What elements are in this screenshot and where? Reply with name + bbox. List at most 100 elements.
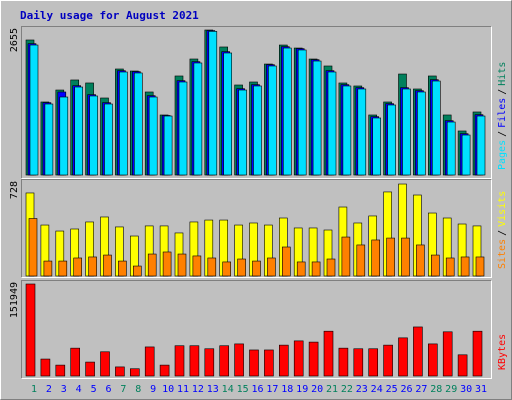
bar xyxy=(430,254,440,277)
bar xyxy=(193,62,203,176)
bar xyxy=(208,31,218,176)
bar xyxy=(401,237,410,277)
panel-frame xyxy=(21,280,492,379)
panel-frame xyxy=(21,280,492,379)
legend-entry: Pages xyxy=(497,140,508,170)
bar xyxy=(58,260,68,277)
bar xyxy=(281,246,291,277)
bar xyxy=(383,344,393,377)
x-tick-label: 13 xyxy=(207,384,219,395)
panel-frame xyxy=(21,179,492,278)
bar xyxy=(147,253,157,277)
bar xyxy=(357,88,367,176)
bar xyxy=(174,345,185,377)
bar xyxy=(460,256,470,277)
bar xyxy=(387,104,396,176)
bar xyxy=(70,347,80,377)
x-tick-label: 23 xyxy=(356,384,368,395)
x-tick-label: 10 xyxy=(162,384,174,395)
bar xyxy=(445,257,455,277)
x-tick-label: 14 xyxy=(222,384,234,395)
bar xyxy=(44,103,54,176)
bar xyxy=(326,258,336,277)
bar xyxy=(416,244,425,277)
x-tick-label: 6 xyxy=(105,384,111,395)
y-tick-label: 728 xyxy=(9,181,20,199)
bar xyxy=(192,255,202,277)
bar xyxy=(476,115,486,176)
bar xyxy=(104,103,113,176)
bar xyxy=(159,364,170,377)
bar xyxy=(297,49,307,176)
legend-entry: Files xyxy=(497,98,508,128)
bar xyxy=(427,343,438,377)
bar xyxy=(222,261,231,277)
bar xyxy=(119,71,128,176)
legend: KBytes xyxy=(497,334,508,370)
legend-separator: / xyxy=(497,230,508,236)
bar xyxy=(204,348,215,377)
bar xyxy=(74,86,83,176)
x-tick-label: 15 xyxy=(237,384,249,395)
bar xyxy=(252,260,261,277)
chart-title: Daily usage for August 2021 xyxy=(20,9,199,22)
x-tick-label: 24 xyxy=(371,384,383,395)
bar xyxy=(100,351,110,377)
bar xyxy=(278,344,289,377)
bar xyxy=(133,265,142,277)
bar xyxy=(103,254,112,277)
bar xyxy=(323,330,334,377)
legend-separator: / xyxy=(497,89,508,95)
x-tick-label: 30 xyxy=(460,384,472,395)
bar xyxy=(446,121,456,176)
bar xyxy=(327,71,337,176)
bar xyxy=(177,253,187,277)
bar xyxy=(89,95,98,176)
bar xyxy=(43,260,53,277)
bar xyxy=(55,364,66,377)
bar xyxy=(417,91,426,176)
bar xyxy=(472,330,483,377)
legend: Pages / Files / Hits xyxy=(497,62,508,170)
bar xyxy=(249,349,259,377)
bar xyxy=(59,96,69,176)
x-tick-label: 2 xyxy=(46,384,52,395)
x-tick-label: 29 xyxy=(445,384,457,395)
bar xyxy=(338,347,349,377)
bar xyxy=(293,340,304,377)
x-tick-label: 26 xyxy=(400,384,412,395)
x-tick-label: 22 xyxy=(341,384,353,395)
x-tick-label: 7 xyxy=(120,384,126,395)
bar xyxy=(148,96,158,176)
legend-entry: Sites xyxy=(497,239,508,269)
bar xyxy=(134,72,143,176)
bar xyxy=(341,236,351,277)
panel-frame xyxy=(21,179,492,278)
bar xyxy=(219,345,229,377)
bar xyxy=(223,52,232,176)
x-tick-label: 1 xyxy=(31,384,37,395)
bar xyxy=(461,134,471,176)
bar xyxy=(386,237,395,277)
bar xyxy=(144,346,155,377)
bar xyxy=(28,218,38,277)
y-tick-label: 2655 xyxy=(9,28,20,52)
bar xyxy=(189,345,200,377)
x-tick-label: 11 xyxy=(177,384,189,395)
bar xyxy=(268,65,277,176)
bar xyxy=(253,85,262,176)
x-tick-label: 25 xyxy=(386,384,398,395)
bar xyxy=(234,343,244,377)
x-tick-label: 12 xyxy=(192,384,204,395)
y-tick-label: 151949 xyxy=(9,282,20,318)
legend-entry: KBytes xyxy=(497,334,508,370)
bar xyxy=(308,341,319,377)
x-tick-label: 19 xyxy=(296,384,308,395)
x-tick-label: 21 xyxy=(326,384,338,395)
bar xyxy=(398,337,408,377)
bar xyxy=(371,239,381,277)
x-tick-label: 4 xyxy=(76,384,82,395)
x-tick-label: 17 xyxy=(266,384,278,395)
bar xyxy=(267,257,276,277)
legend-entry: Hits xyxy=(497,62,508,86)
